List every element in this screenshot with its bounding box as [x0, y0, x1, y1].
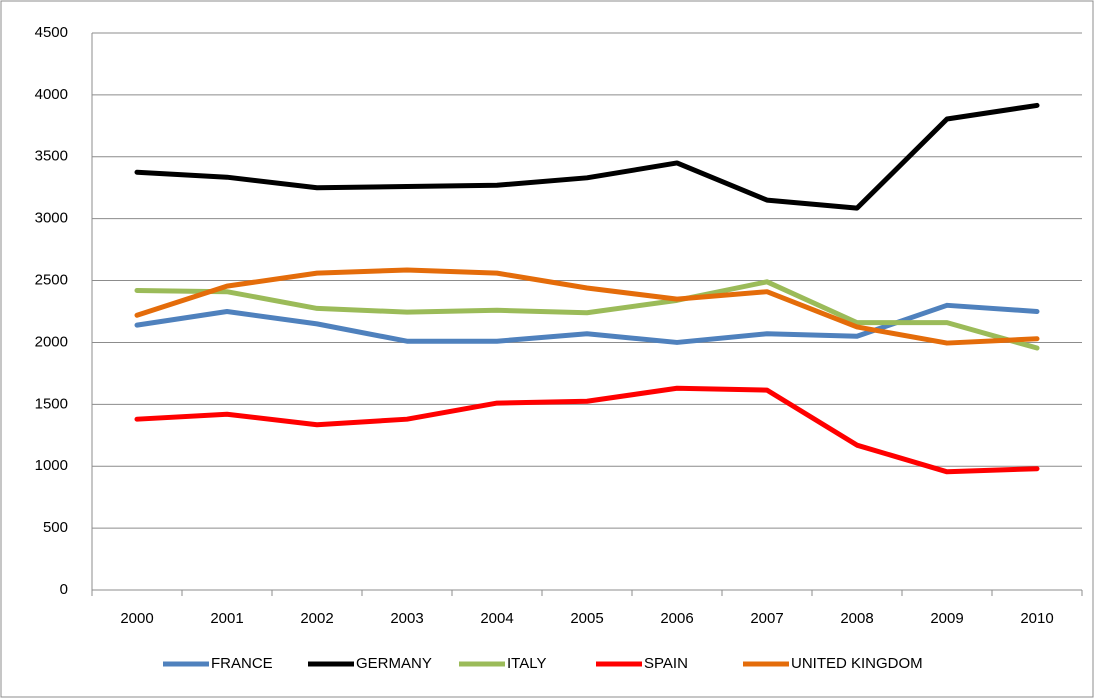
series-line: [134, 279, 1040, 351]
y-tick-label: 3000: [35, 210, 68, 227]
x-tick-label: 2009: [930, 610, 963, 627]
x-tick-label: 2008: [840, 610, 873, 627]
legend-label: UNITED KINGDOM: [791, 655, 923, 672]
series-line: [134, 302, 1040, 345]
legend-label: ITALY: [507, 655, 546, 672]
y-tick-label: 1000: [35, 457, 68, 474]
x-tick-label: 2007: [750, 610, 783, 627]
y-tick-label: 1500: [35, 395, 68, 412]
x-tick-label: 2000: [120, 610, 153, 627]
legend-label: SPAIN: [644, 655, 688, 672]
x-tick-label: 2002: [300, 610, 333, 627]
series-line: [134, 385, 1040, 475]
x-tick-label: 2006: [660, 610, 693, 627]
y-tick-label: 0: [60, 581, 68, 598]
y-tick-label: 500: [43, 519, 68, 536]
series-line: [134, 102, 1040, 211]
x-tick-label: 2001: [210, 610, 243, 627]
y-tick-label: 2500: [35, 272, 68, 289]
legend-label: GERMANY: [356, 655, 432, 672]
x-tick-label: 2003: [390, 610, 423, 627]
series-line: [134, 267, 1040, 346]
y-tick-label: 4000: [35, 86, 68, 103]
y-tick-label: 2000: [35, 333, 68, 350]
y-tick-label: 4500: [35, 24, 68, 41]
x-tick-label: 2004: [480, 610, 513, 627]
y-tick-label: 3500: [35, 148, 68, 165]
x-tick-label: 2010: [1020, 610, 1053, 627]
legend-label: FRANCE: [211, 655, 273, 672]
x-tick-label: 2005: [570, 610, 603, 627]
